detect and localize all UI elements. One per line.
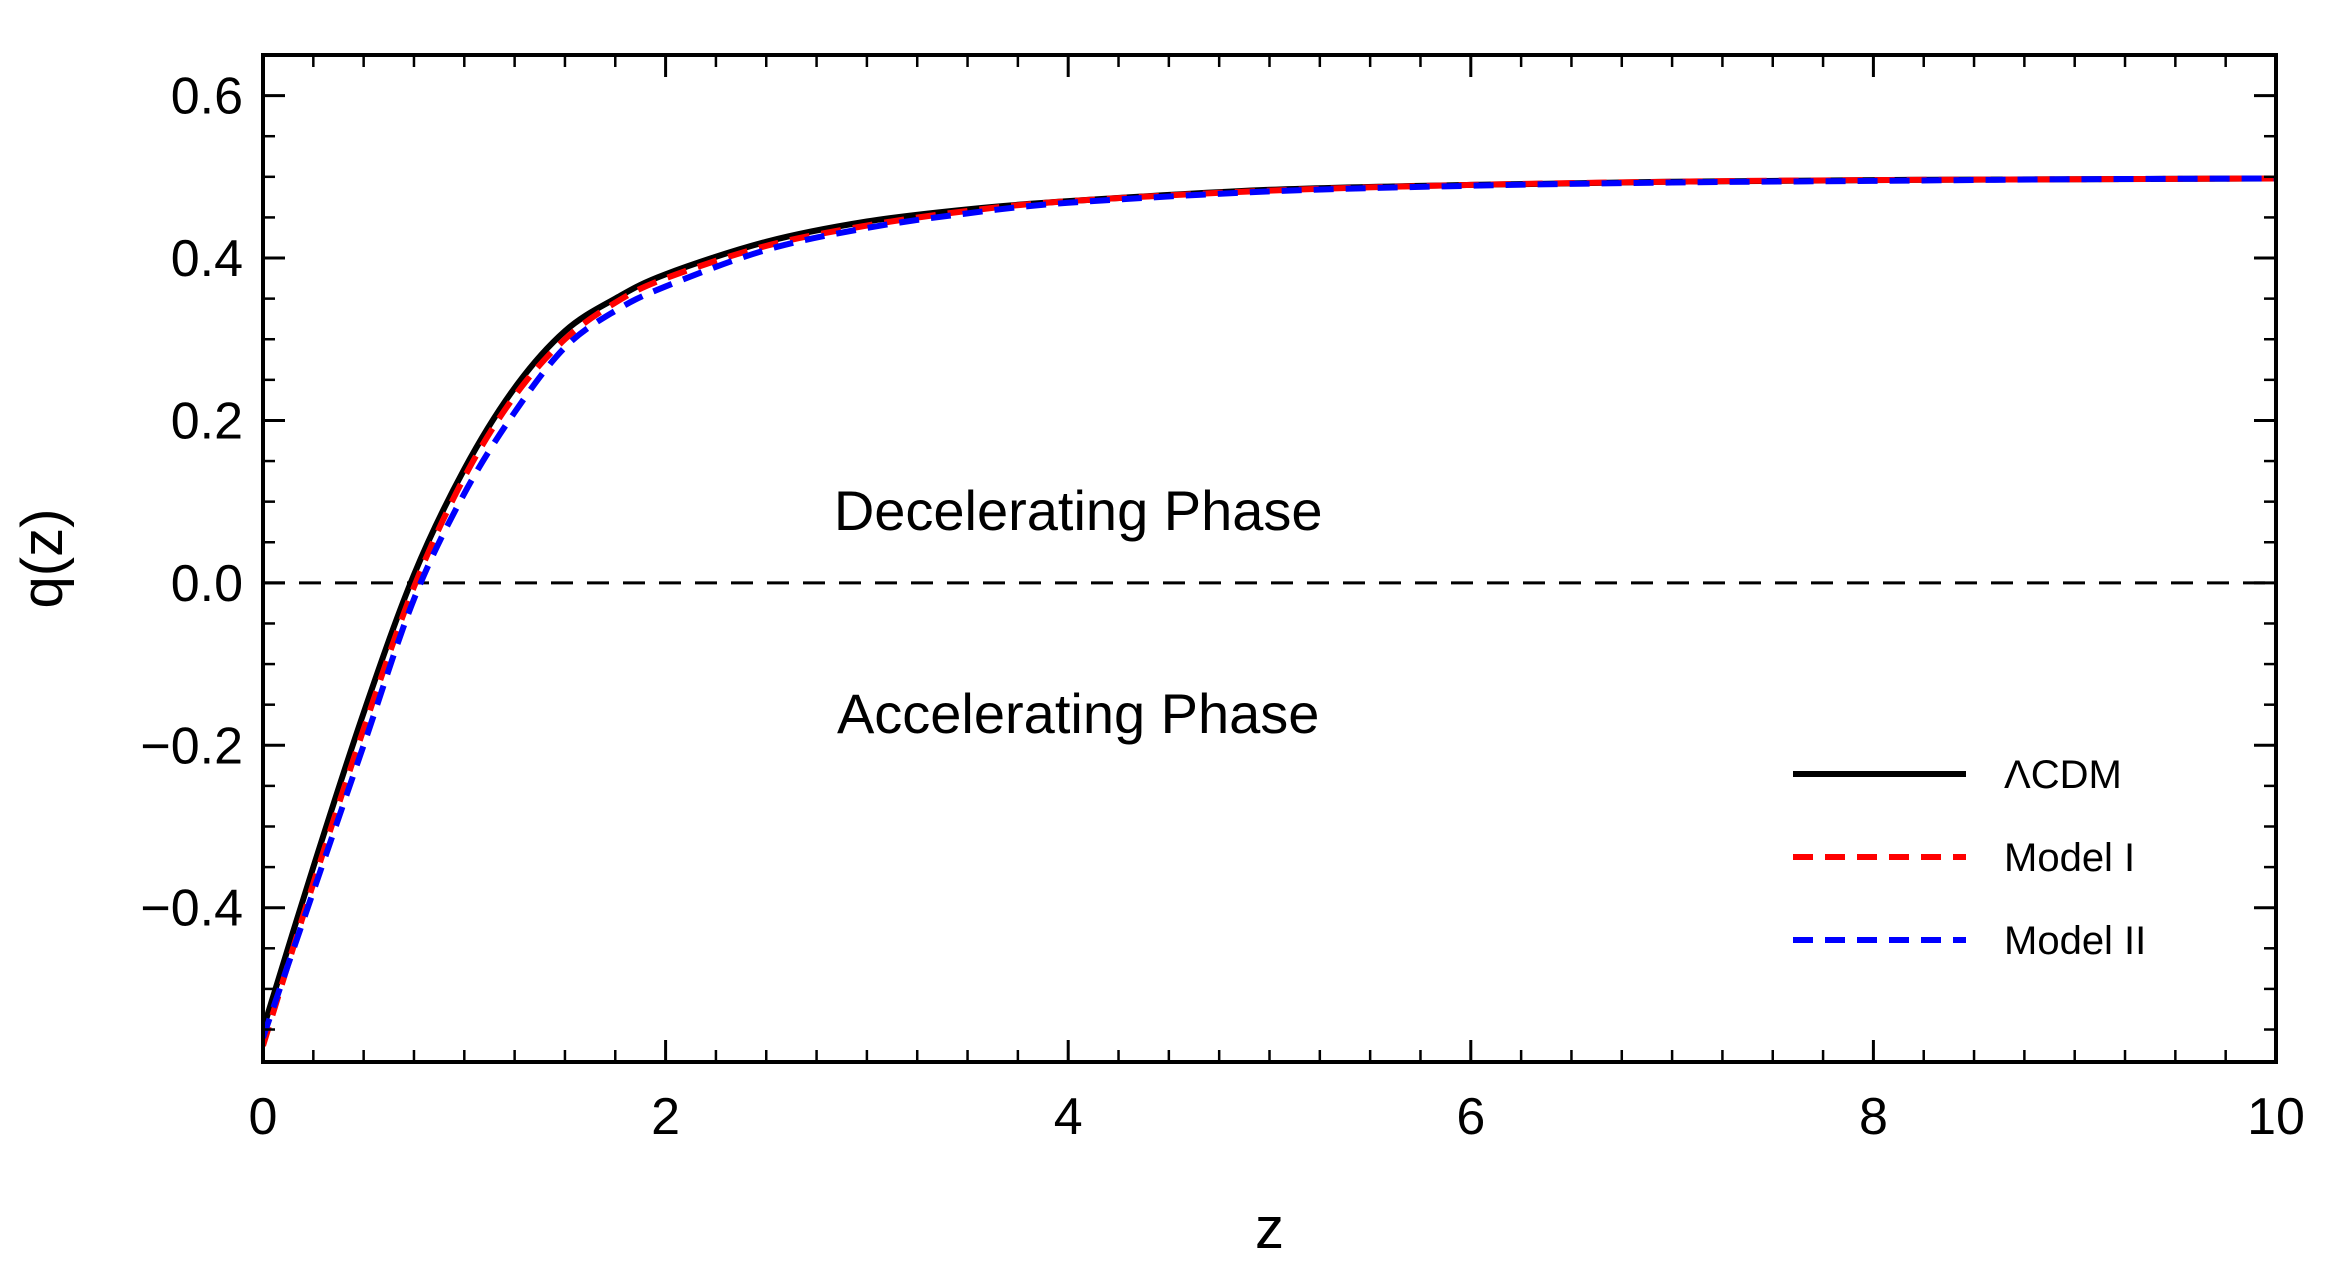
decelerating-phase-label: Decelerating Phase <box>834 479 1323 542</box>
y-tick-label: 0.0 <box>171 555 243 613</box>
legend-label-2: Model I <box>2004 836 2135 880</box>
series-line-1 <box>263 175 2276 1031</box>
y-tick-label: 0.4 <box>171 230 243 288</box>
y-tick-label: 0.2 <box>171 392 243 450</box>
x-tick-label: 4 <box>1054 1088 1083 1146</box>
series-line-2 <box>263 175 2276 1047</box>
x-axis-title: z <box>1255 1196 1284 1261</box>
x-tick-label: 0 <box>249 1088 278 1146</box>
tick-layer: 0 2 4 6 8 10 −0.4 −0.2 0.0 0.2 0.4 0.6 <box>140 53 2305 1146</box>
x-tick-label: 2 <box>651 1088 680 1146</box>
plot-frame <box>261 53 2278 1064</box>
legend: ΛCDM Model I Model II <box>1793 753 2146 963</box>
x-tick-label: 6 <box>1456 1088 1485 1146</box>
legend-label-1: ΛCDM <box>2004 753 2122 797</box>
accelerating-phase-label: Accelerating Phase <box>837 682 1320 745</box>
annotation-layer: Decelerating Phase Accelerating Phase <box>834 479 1323 745</box>
y-tick-label: −0.4 <box>140 880 243 938</box>
y-axis-title: q(z) <box>10 509 75 609</box>
x-tick-label: 10 <box>2247 1088 2305 1146</box>
series-line-3 <box>263 175 2276 1039</box>
series-layer <box>263 175 2276 1047</box>
y-tick-label: 0.6 <box>171 68 243 126</box>
legend-label-3: Model II <box>2004 919 2146 963</box>
y-tick-label: −0.2 <box>140 717 243 775</box>
x-tick-label: 8 <box>1859 1088 1888 1146</box>
